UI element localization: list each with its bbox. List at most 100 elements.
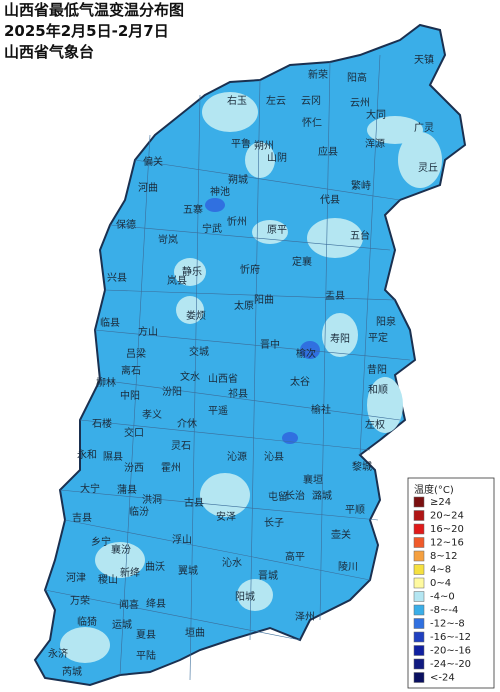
county-label: 偏关 [143,155,163,168]
county-label: 忻府 [240,263,260,276]
county-label: 忻州 [227,215,247,228]
county-label: 乡宁 [91,535,111,548]
county-label: 新荣 [308,68,328,81]
county-label: 蒲县 [117,483,137,496]
county-label: 运城 [112,619,132,631]
county-label: 广灵 [414,122,434,134]
county-label: 左权 [365,418,385,431]
county-label: 临汾 [129,505,149,518]
county-label: 高平 [285,550,305,563]
county-label: 祁县 [228,387,248,400]
county-label: 阳城 [235,591,255,603]
county-label: 娄烦 [186,309,206,322]
county-label: 河曲 [138,182,158,194]
legend-swatch [413,618,425,629]
county-label: 左云 [266,94,286,107]
county-label: 浮山 [172,534,192,546]
county-label: 壶关 [331,528,351,541]
county-label: 襄汾 [111,543,131,556]
legend-swatch [413,672,425,683]
county-label: 屯留 [268,490,288,503]
legend-swatch [413,645,425,656]
county-label: 汾阳 [162,386,182,398]
legend-label: -12~-8 [430,619,465,630]
legend-label: 12~16 [430,538,464,549]
county-label: 永济 [48,647,68,660]
county-label: 榆次 [296,347,316,360]
county-label: 交口 [124,426,144,439]
issuer: 山西省气象台 [4,43,94,61]
county-label: 潞城 [312,489,332,502]
county-label: 临猗 [77,615,97,628]
legend-swatch [413,523,425,535]
county-label: 天镇 [414,53,434,66]
legend-swatch [413,510,425,521]
county-label: 永和 [77,448,97,461]
legend-label: <-24 [430,673,455,684]
county-label: 沁水 [222,557,242,569]
county-label: 寿阳 [330,332,350,345]
county-label: 兴县 [107,272,127,284]
county-label: 平鲁 [231,137,251,150]
county-label: 新绛 [120,566,140,579]
county-label: 原平 [267,224,287,236]
legend-swatch [413,604,425,616]
legend-swatch [413,496,425,508]
county-label: 吉县 [72,512,92,524]
county-label: 芮城 [62,665,82,678]
legend-label: -4~0 [430,592,455,603]
county-label: 泽州 [295,611,315,623]
county-label: 沁源 [227,450,247,463]
county-label: 阳高 [347,71,367,84]
county-label: 古县 [184,496,204,509]
legend-label: 16~20 [430,524,464,535]
county-label: 太原 [234,299,254,312]
county-borders [44,54,411,681]
legend-swatch [413,577,425,589]
county-label: 方山 [138,325,158,338]
title: 山西省最低气温变温分布图 [4,1,184,19]
county-label: 岢岚 [158,234,178,246]
legend-swatch [413,564,425,575]
county-label: 柳林 [96,376,116,389]
county-label: 离石 [121,364,141,377]
county-label: 大宁 [80,482,100,495]
dark-regions [205,198,320,444]
county-label: 闻喜 [119,598,139,611]
county-label: 平遥 [208,404,228,417]
county-label: 安泽 [216,510,236,523]
county-label: 神池 [210,185,230,198]
county-label: 和顺 [368,384,388,396]
legend-swatch [413,591,425,602]
legend-swatch [413,537,425,548]
legend-swatch [413,631,425,643]
county-label: 云州 [350,97,370,109]
county-label: 洪洞 [142,494,162,506]
county-label: 绛县 [146,597,166,610]
county-label: 怀仁 [302,117,322,129]
county-label: 陵川 [338,561,358,573]
legend-label: 20~24 [430,511,464,522]
county-label: 平顺 [345,504,365,516]
county-label: 汾西 [124,462,144,474]
county-label: 夏县 [136,629,156,641]
legend-label: 0~4 [430,578,451,589]
county-label: 保德 [116,218,136,231]
county-label: 阳泉 [376,315,396,328]
county-label: 灵石 [171,440,191,452]
legend-swatch [413,550,425,562]
county-label: 长子 [264,517,284,529]
county-label: 代县 [320,194,340,206]
county-label: 长治 [285,489,305,502]
county-label: 云冈 [301,95,321,107]
county-label: 襄垣 [303,473,323,486]
county-label: 朔州 [254,139,274,152]
county-label: 大同 [366,108,386,121]
county-label: 沁县 [264,451,284,463]
county-label: 垣曲 [185,627,205,639]
legend-label: -16~-12 [430,632,471,643]
county-label: 繁峙 [351,179,371,192]
county-label: 介休 [177,418,197,430]
county-label: 黎城 [352,460,372,473]
